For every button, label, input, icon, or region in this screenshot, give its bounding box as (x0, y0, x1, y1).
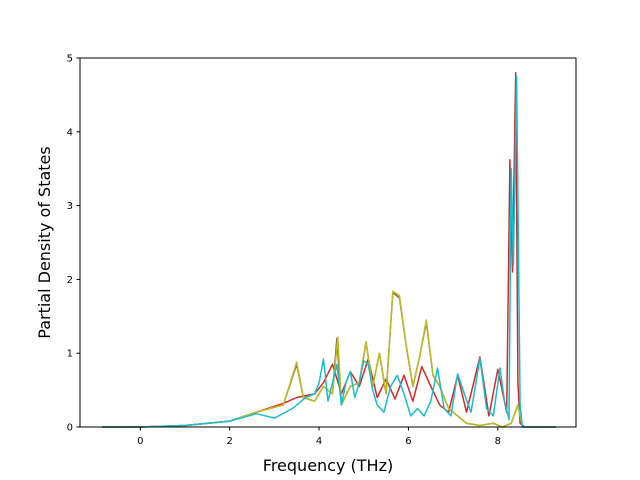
plot-frame (79, 57, 577, 428)
x-tick-label-2: 4 (316, 436, 322, 447)
y-tick-label-4: 4 (67, 127, 73, 138)
series-line-1 (102, 72, 556, 428)
y-tick-label-3: 3 (67, 201, 73, 212)
y-tick-label-5: 5 (67, 54, 73, 65)
x-axis-ticks: 0 2 4 6 8 (137, 427, 501, 447)
series-line-4 (102, 75, 556, 428)
series-line-3 (102, 290, 556, 428)
y-axis-ticks: 0 1 2 3 4 5 (67, 54, 80, 434)
y-axis-label: Partial Density of States (35, 146, 54, 338)
y-tick-label-0: 0 (67, 423, 73, 434)
series-layer (102, 72, 556, 428)
x-tick-label-0: 0 (137, 436, 143, 447)
x-tick-label-1: 2 (227, 436, 233, 447)
y-tick-label-1: 1 (67, 349, 73, 360)
x-tick-label-4: 8 (495, 436, 501, 447)
y-tick-label-2: 2 (67, 275, 73, 286)
x-tick-label-3: 6 (405, 436, 411, 447)
x-axis-label: Frequency (THz) (263, 456, 393, 475)
